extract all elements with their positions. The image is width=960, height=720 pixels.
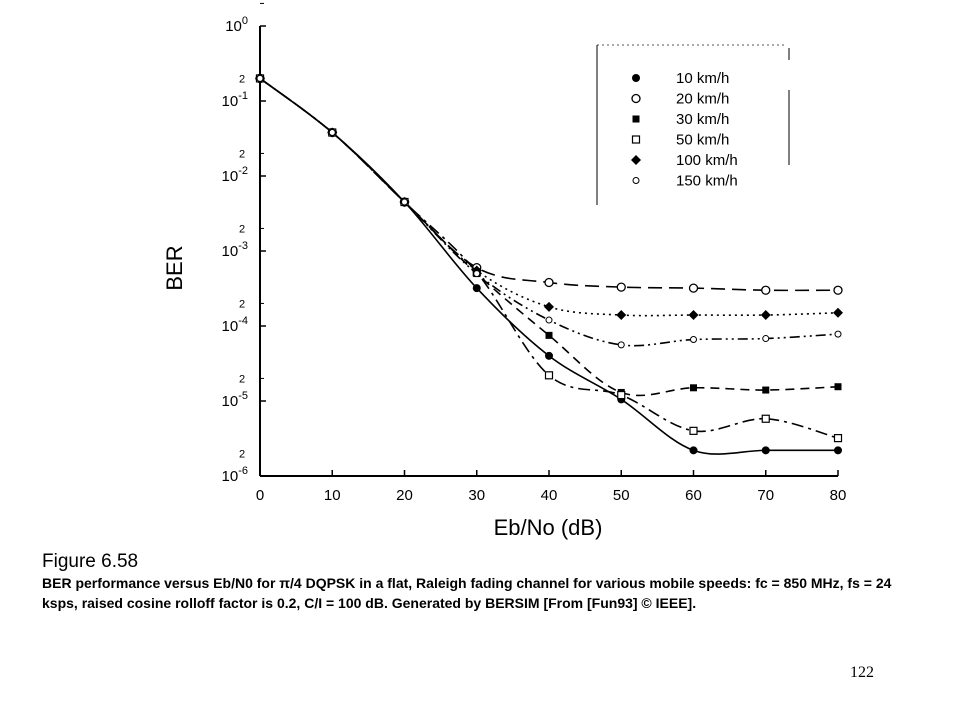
y-tick-label: 10-2 <box>222 165 248 185</box>
x-tick-label: 0 <box>256 487 264 504</box>
legend-marker-2 <box>631 93 641 104</box>
y-minor-tick-label: 2 <box>239 298 245 310</box>
series-2-point <box>688 283 699 293</box>
legend-marker-6 <box>632 177 640 184</box>
series-6-point <box>545 316 553 324</box>
series-4-point <box>689 426 698 435</box>
series-4-point <box>833 434 843 443</box>
caption-body: BER performance versus Eb/N0 for π/4 DQP… <box>42 575 892 611</box>
y-tick-label: 100 <box>225 15 248 35</box>
series-2-point <box>761 285 771 295</box>
x-tick-label: 10 <box>324 487 341 504</box>
figure-caption: Figure 6.58 BER performance versus Eb/N0… <box>42 551 922 613</box>
ber-chart: 0 10 20 30 40 50 60 70 80 100 10-1 2 10-2 2 10-3 2 10-4 2… <box>162 2 847 540</box>
series-2-point <box>544 277 554 288</box>
legend-marker-3 <box>632 115 640 123</box>
chart-axes: 0 10 20 30 40 50 60 70 80 100 10-1 2 10-2 2 10-3 2 10-4 2… <box>222 2 847 504</box>
x-tick-label: 70 <box>757 487 774 504</box>
y-axis-title: BER <box>162 245 187 290</box>
legend-marker-1 <box>632 74 640 82</box>
series-5-point <box>833 307 843 318</box>
series-6-point <box>762 335 770 343</box>
y-minor-tick-label: 2 <box>239 223 245 235</box>
series-2-point <box>833 285 843 295</box>
series-4-point <box>761 414 770 423</box>
series-6-point <box>401 198 408 206</box>
series-line-1 <box>259 77 838 455</box>
x-tick-label: 50 <box>613 487 630 504</box>
x-tick-label: 80 <box>830 487 847 504</box>
y-minor-tick-label: 2 <box>239 448 245 460</box>
y-minor-tick-label: 2 <box>239 373 245 385</box>
legend-marker-5 <box>631 155 641 165</box>
legend-label-3: 30 km/h <box>676 111 729 128</box>
page-number: 122 <box>850 664 874 681</box>
caption-title: Figure 6.58 <box>42 551 139 572</box>
series-6-point <box>690 336 697 344</box>
legend-label-5: 100 km/h <box>676 152 738 169</box>
series-5-point <box>688 310 699 321</box>
series-3-point <box>690 384 697 392</box>
y-minor-tick-label: 2 <box>239 148 245 160</box>
y-tick-label: 10-3 <box>222 240 248 260</box>
series-6-point <box>473 270 481 278</box>
series-1-point <box>689 446 698 455</box>
legend-label-6: 150 km/h <box>676 173 738 190</box>
x-axis-title: Eb/No (dB) <box>494 515 603 540</box>
x-tick-label: 60 <box>685 487 702 504</box>
series-6-point <box>328 129 336 137</box>
x-tick-label: 20 <box>396 487 413 504</box>
series-line-3 <box>259 77 839 397</box>
series-5-point <box>544 301 554 312</box>
series-6-point <box>256 74 264 82</box>
series-4-point <box>617 390 626 400</box>
chart-legend: 10 km/h 20 km/h 30 km/h 50 km/h 100 km/h 150 … <box>596 44 790 205</box>
series-6-point <box>617 341 625 349</box>
y-tick-label: 10-5 <box>222 390 248 410</box>
series-1-point <box>834 446 842 455</box>
y-tick-label: 10-4 <box>222 315 248 335</box>
series-3-point <box>834 383 842 391</box>
x-tick-label: 40 <box>541 487 558 504</box>
legend-marker-4 <box>631 135 641 144</box>
legend-label-4: 50 km/h <box>676 132 729 149</box>
y-minor-tick-label: 2 <box>239 73 245 85</box>
series-2-point <box>616 282 626 292</box>
series-5-point <box>616 310 627 321</box>
series-3-point <box>762 386 770 394</box>
legend-label-2: 20 km/h <box>676 91 729 108</box>
series-line-6 <box>259 77 839 347</box>
series-1-point <box>472 284 481 293</box>
series-line-4 <box>259 77 839 439</box>
x-tick-label: 30 <box>468 487 485 504</box>
chart-series-layer <box>255 73 843 455</box>
y-tick-label: 10-1 <box>222 90 248 110</box>
series-6-point <box>834 330 842 338</box>
series-line-2 <box>259 77 839 292</box>
series-5-point <box>760 310 771 321</box>
series-1-point <box>545 351 553 360</box>
series-3-point <box>545 331 553 339</box>
legend-label-1: 10 km/h <box>676 70 729 87</box>
series-4-point <box>544 371 554 380</box>
series-1-point <box>761 446 770 455</box>
y-tick-label: 10-6 <box>222 465 248 485</box>
